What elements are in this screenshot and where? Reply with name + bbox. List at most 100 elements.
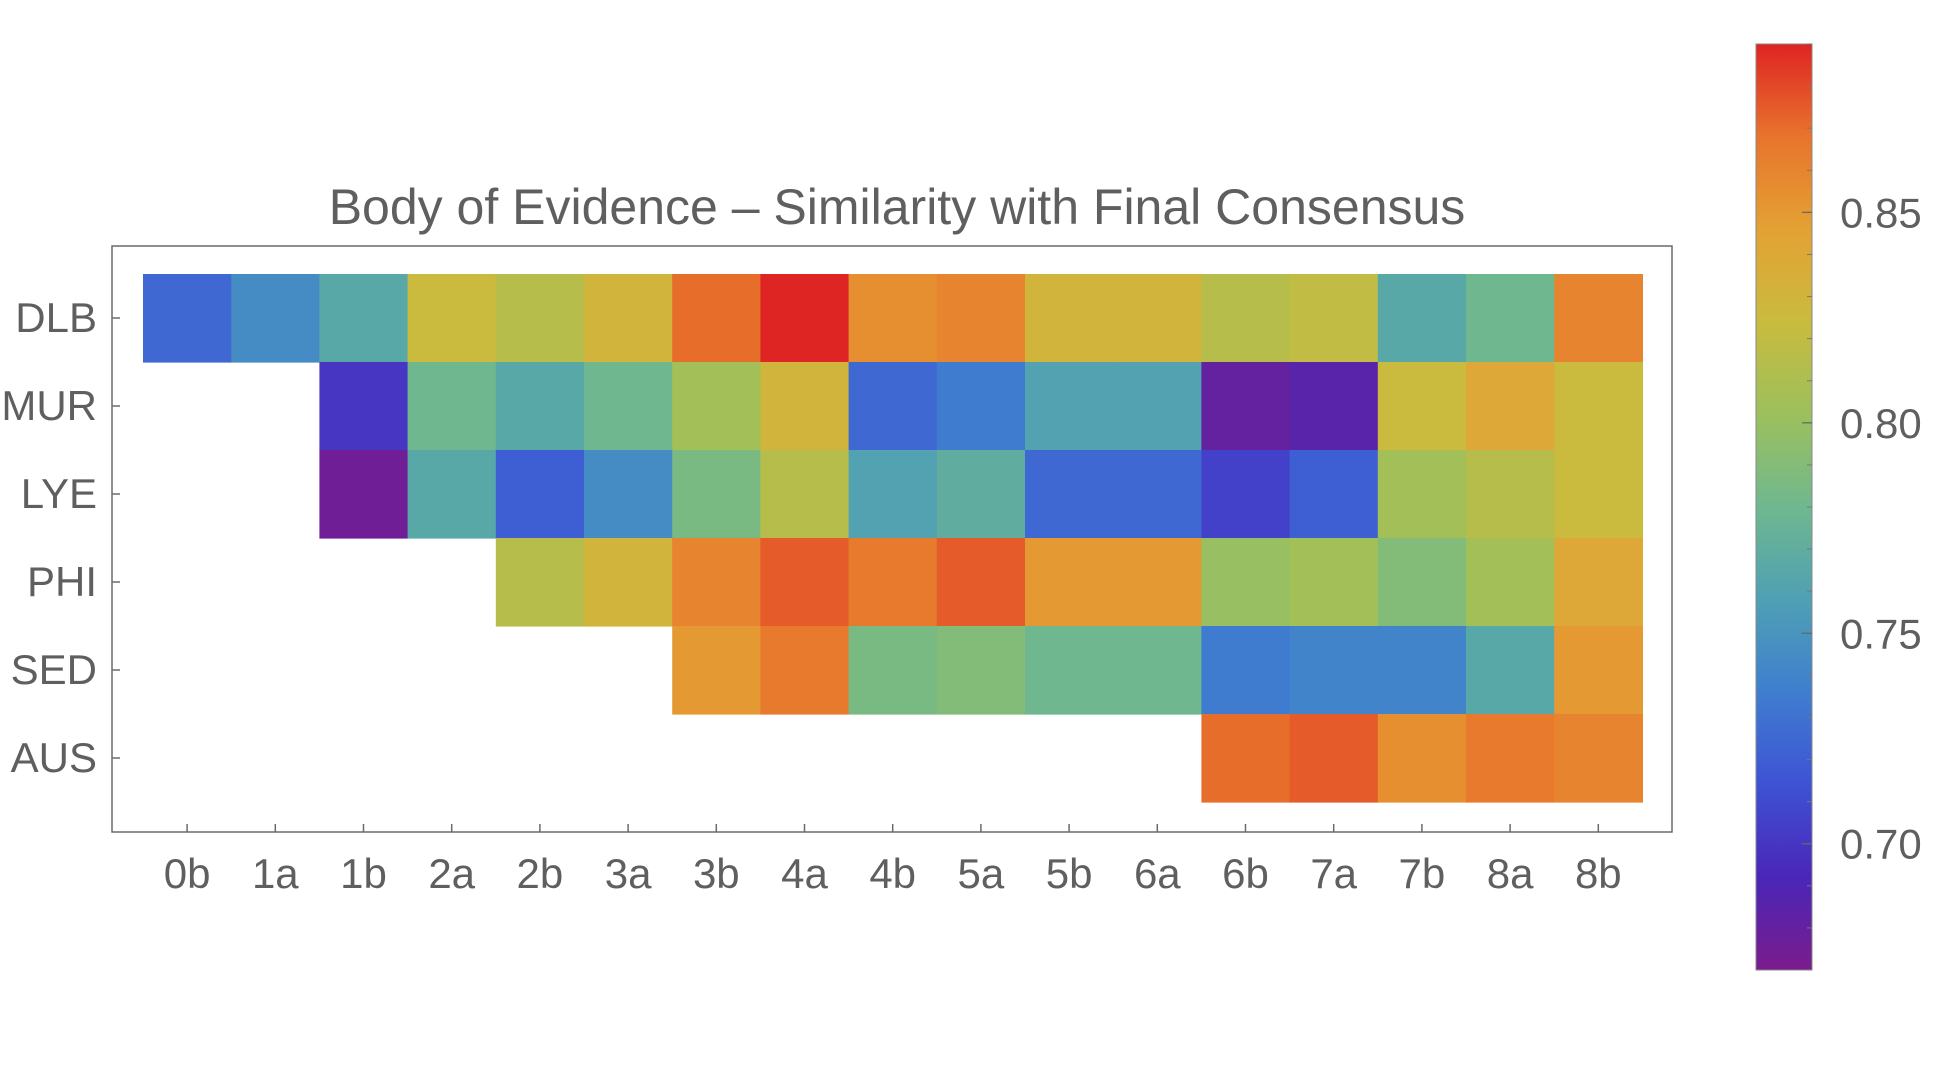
heatmap-cell-dlb-6a: [1113, 274, 1202, 363]
heatmap-cell-dlb-4b: [848, 274, 938, 363]
heatmap-cell-lye-3b: [672, 450, 761, 539]
x-tick-label: 1a: [252, 850, 299, 897]
heatmap-cell-phi-5b: [1025, 538, 1114, 627]
heatmap-cell-aus-7a: [1289, 714, 1379, 803]
heatmap-cell-sed-3b: [672, 626, 761, 715]
heatmap-cell-dlb-5a: [936, 274, 1026, 363]
heatmap-cell-mur-5a: [936, 362, 1026, 451]
heatmap-cell-dlb-7b: [1377, 274, 1467, 363]
heatmap-cell-sed-6b: [1201, 626, 1291, 715]
y-tick-label: SED: [11, 646, 97, 693]
heatmap-cell-phi-8a: [1466, 538, 1555, 627]
heatmap-cell-phi-7b: [1377, 538, 1467, 627]
heatmap-cell-dlb-2a: [407, 274, 497, 363]
y-tick-label: PHI: [27, 558, 97, 605]
heatmap-cell-dlb-8a: [1466, 274, 1555, 363]
x-axis-labels: 0b 1a 1b 2a 2b 3a 3b 4a 4b 5a 5b 6a 6b 7a 7b 8a 8b: [164, 824, 1622, 897]
heatmap-cell-lye-6b: [1201, 450, 1291, 539]
y-tick-label: MUR: [1, 382, 97, 429]
x-tick-label: 6a: [1134, 850, 1181, 897]
heatmap-cell-lye-8b: [1554, 450, 1643, 539]
heatmap-cell-mur-3a: [584, 362, 673, 451]
heatmap-cell-phi-7a: [1289, 538, 1379, 627]
heatmap-cell-mur-4b: [848, 362, 938, 451]
heatmap-cell-sed-5b: [1025, 626, 1114, 715]
heatmap-cell-mur-8b: [1554, 362, 1643, 451]
heatmap-cell-lye-6a: [1113, 450, 1202, 539]
heatmap-cell-mur-6b: [1201, 362, 1291, 451]
x-tick-label: 8b: [1575, 850, 1622, 897]
heatmap-cell-sed-5a: [936, 626, 1026, 715]
heatmap-cell-lye-2a: [407, 450, 497, 539]
colorbar-tick-label: 0.80: [1840, 400, 1922, 447]
colorbar-ticks: 0.70 0.75 0.80 0.85: [1802, 43, 1922, 929]
heatmap-cell-dlb-5b: [1025, 274, 1114, 363]
heatmap-cell-lye-5b: [1025, 450, 1114, 539]
heatmap-cells: [143, 274, 1643, 803]
y-tick-label: LYE: [21, 470, 97, 517]
x-tick-label: 3b: [693, 850, 740, 897]
heatmap-cell-mur-5b: [1025, 362, 1114, 451]
heatmap-cell-sed-4a: [760, 626, 850, 715]
heatmap-cell-sed-6a: [1113, 626, 1202, 715]
heatmap-cell-lye-1b: [319, 450, 409, 539]
heatmap-cell-lye-8a: [1466, 450, 1555, 539]
x-tick-label: 5b: [1046, 850, 1093, 897]
heatmap-cell-mur-1b: [319, 362, 409, 451]
x-tick-label: 7b: [1399, 850, 1446, 897]
colorbar-tick-label: 0.75: [1840, 610, 1922, 657]
heatmap-cell-phi-3b: [672, 538, 761, 627]
heatmap-cell-mur-6a: [1113, 362, 1202, 451]
x-tick-label: 8a: [1487, 850, 1534, 897]
heatmap-cell-aus-8b: [1554, 714, 1643, 803]
heatmap-cell-mur-2a: [407, 362, 497, 451]
y-tick-label: AUS: [11, 734, 97, 781]
heatmap-cell-sed-7b: [1377, 626, 1467, 715]
heatmap-cell-phi-4a: [760, 538, 850, 627]
heatmap-cell-dlb-1b: [319, 274, 409, 363]
heatmap-cell-phi-2b: [495, 538, 585, 627]
x-tick-label: 2a: [428, 850, 475, 897]
heatmap-cell-dlb-2b: [495, 274, 585, 363]
heatmap-cell-mur-7b: [1377, 362, 1467, 451]
heatmap-cell-aus-8a: [1466, 714, 1555, 803]
heatmap-cell-aus-7b: [1377, 714, 1467, 803]
heatmap-cell-phi-8b: [1554, 538, 1643, 627]
heatmap-cell-dlb-6b: [1201, 274, 1291, 363]
colorbar-tick-label: 0.70: [1840, 821, 1922, 868]
x-tick-label: 7a: [1310, 850, 1357, 897]
heatmap-cell-phi-4b: [848, 538, 938, 627]
heatmap-cell-mur-3b: [672, 362, 761, 451]
heatmap-cell-lye-4a: [760, 450, 850, 539]
heatmap-cell-dlb-4a: [760, 274, 850, 363]
heatmap-cell-dlb-1a: [231, 274, 320, 363]
heatmap-cell-lye-5a: [936, 450, 1026, 539]
heatmap-cell-mur-8a: [1466, 362, 1555, 451]
x-tick-label: 1b: [340, 850, 387, 897]
chart-title: Body of Evidence – Similarity with Final…: [329, 179, 1466, 235]
x-tick-label: 5a: [958, 850, 1005, 897]
x-tick-label: 4a: [781, 850, 828, 897]
heatmap-cell-sed-8a: [1466, 626, 1555, 715]
x-tick-label: 2b: [517, 850, 564, 897]
heatmap-cell-lye-3a: [584, 450, 673, 539]
colorbar-gradient: [1755, 43, 1813, 971]
heatmap-cell-sed-7a: [1289, 626, 1379, 715]
heatmap-cell-dlb-8b: [1554, 274, 1643, 363]
heatmap-cell-sed-8b: [1554, 626, 1643, 715]
x-tick-label: 3a: [605, 850, 652, 897]
heatmap-cell-phi-3a: [584, 538, 673, 627]
heatmap-cell-lye-2b: [495, 450, 585, 539]
heatmap-cell-aus-6b: [1201, 714, 1291, 803]
heatmap-cell-phi-5a: [936, 538, 1026, 627]
heatmap-cell-dlb-3b: [672, 274, 761, 363]
heatmap-cell-sed-4b: [848, 626, 938, 715]
x-tick-label: 0b: [164, 850, 211, 897]
heatmap-cell-lye-7a: [1289, 450, 1379, 539]
heatmap-cell-lye-4b: [848, 450, 938, 539]
y-axis-labels: DLB MUR LYE PHI SED AUS: [1, 294, 120, 781]
colorbar: 0.70 0.75 0.80 0.85: [1755, 43, 1922, 971]
heatmap-cell-dlb-3a: [584, 274, 673, 363]
heatmap-cell-mur-2b: [495, 362, 585, 451]
y-tick-label: DLB: [15, 294, 97, 341]
